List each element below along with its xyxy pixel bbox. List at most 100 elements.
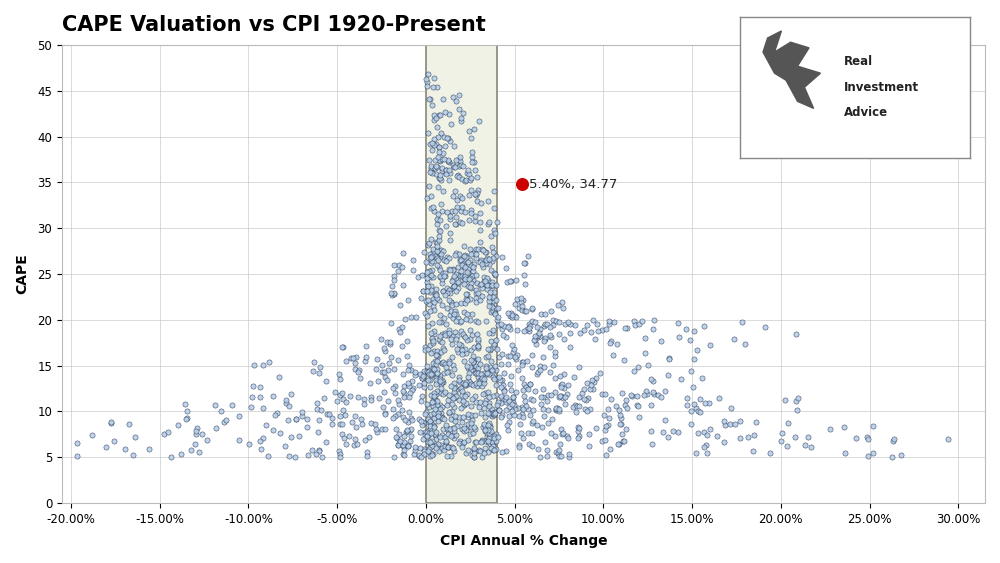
Point [510,365,526,374]
Point [619,324,635,333]
Point [692,395,708,404]
Point [570,434,586,443]
Point [278,396,294,405]
Point [473,408,489,417]
Point [433,413,449,422]
Point [477,277,493,286]
Point [430,182,446,191]
Point [453,383,469,392]
Point [627,321,643,330]
Point [430,351,446,360]
Point [424,138,440,148]
Point [474,436,490,445]
Point [433,377,449,386]
Point [463,284,479,293]
Point [451,395,467,404]
Point [433,249,449,258]
Point [456,400,472,409]
Point [457,274,473,283]
Point [598,421,614,430]
Point [416,444,432,453]
Point [452,437,468,446]
Point [519,324,535,333]
Point [390,396,406,405]
Point [403,313,419,322]
Point [427,357,443,366]
Point [428,444,444,453]
Point [425,337,441,346]
Point [469,197,485,206]
Point [338,356,354,365]
Point [588,373,604,382]
Point [467,368,483,377]
Point [486,431,502,440]
Point [453,160,469,169]
Point [481,260,497,269]
Point [342,392,358,401]
Point [421,369,437,378]
Point [498,446,514,455]
Point [423,163,439,172]
Point [539,396,555,405]
Point [539,446,555,455]
Point [499,277,515,286]
Point [179,414,195,423]
Point [395,386,411,395]
Point [450,283,466,292]
Point [445,444,461,453]
Point [461,216,477,225]
Point [448,316,464,325]
Point [429,260,445,269]
Point [543,306,559,315]
Point [451,373,467,382]
Point [437,271,453,280]
Point [413,417,429,426]
Point [362,378,378,387]
Point [461,169,477,178]
Point [515,386,531,395]
Point [420,447,436,456]
Point [459,268,475,277]
Point [338,398,354,407]
Point [431,142,447,151]
Point [522,321,538,330]
Point [533,392,549,401]
Point [423,272,439,282]
Point [439,284,455,293]
Point [425,339,441,348]
Point [482,345,498,354]
Point [392,437,408,446]
Point [603,336,619,345]
Point [453,341,469,350]
Point [480,437,496,446]
Point [463,174,479,183]
Point [424,440,440,449]
Point [671,332,687,341]
Point [571,431,587,440]
Point [258,421,274,430]
Point [527,318,543,327]
Point [421,181,437,190]
Point [545,360,561,369]
Point [442,235,458,244]
Point [501,396,517,405]
Point [468,361,484,370]
Point [252,436,268,445]
Point [454,346,470,355]
Point [587,334,603,343]
Point [419,287,435,296]
Point [163,453,179,462]
Point [386,289,402,298]
Point [860,435,876,444]
Point [696,428,712,437]
Point [482,409,498,418]
Point [467,410,483,419]
Point [449,345,465,354]
Point [425,449,441,458]
Point [525,396,541,405]
Point [479,280,495,289]
Point [427,395,443,404]
Point [460,166,476,175]
Point [438,421,454,430]
Point [491,373,507,382]
